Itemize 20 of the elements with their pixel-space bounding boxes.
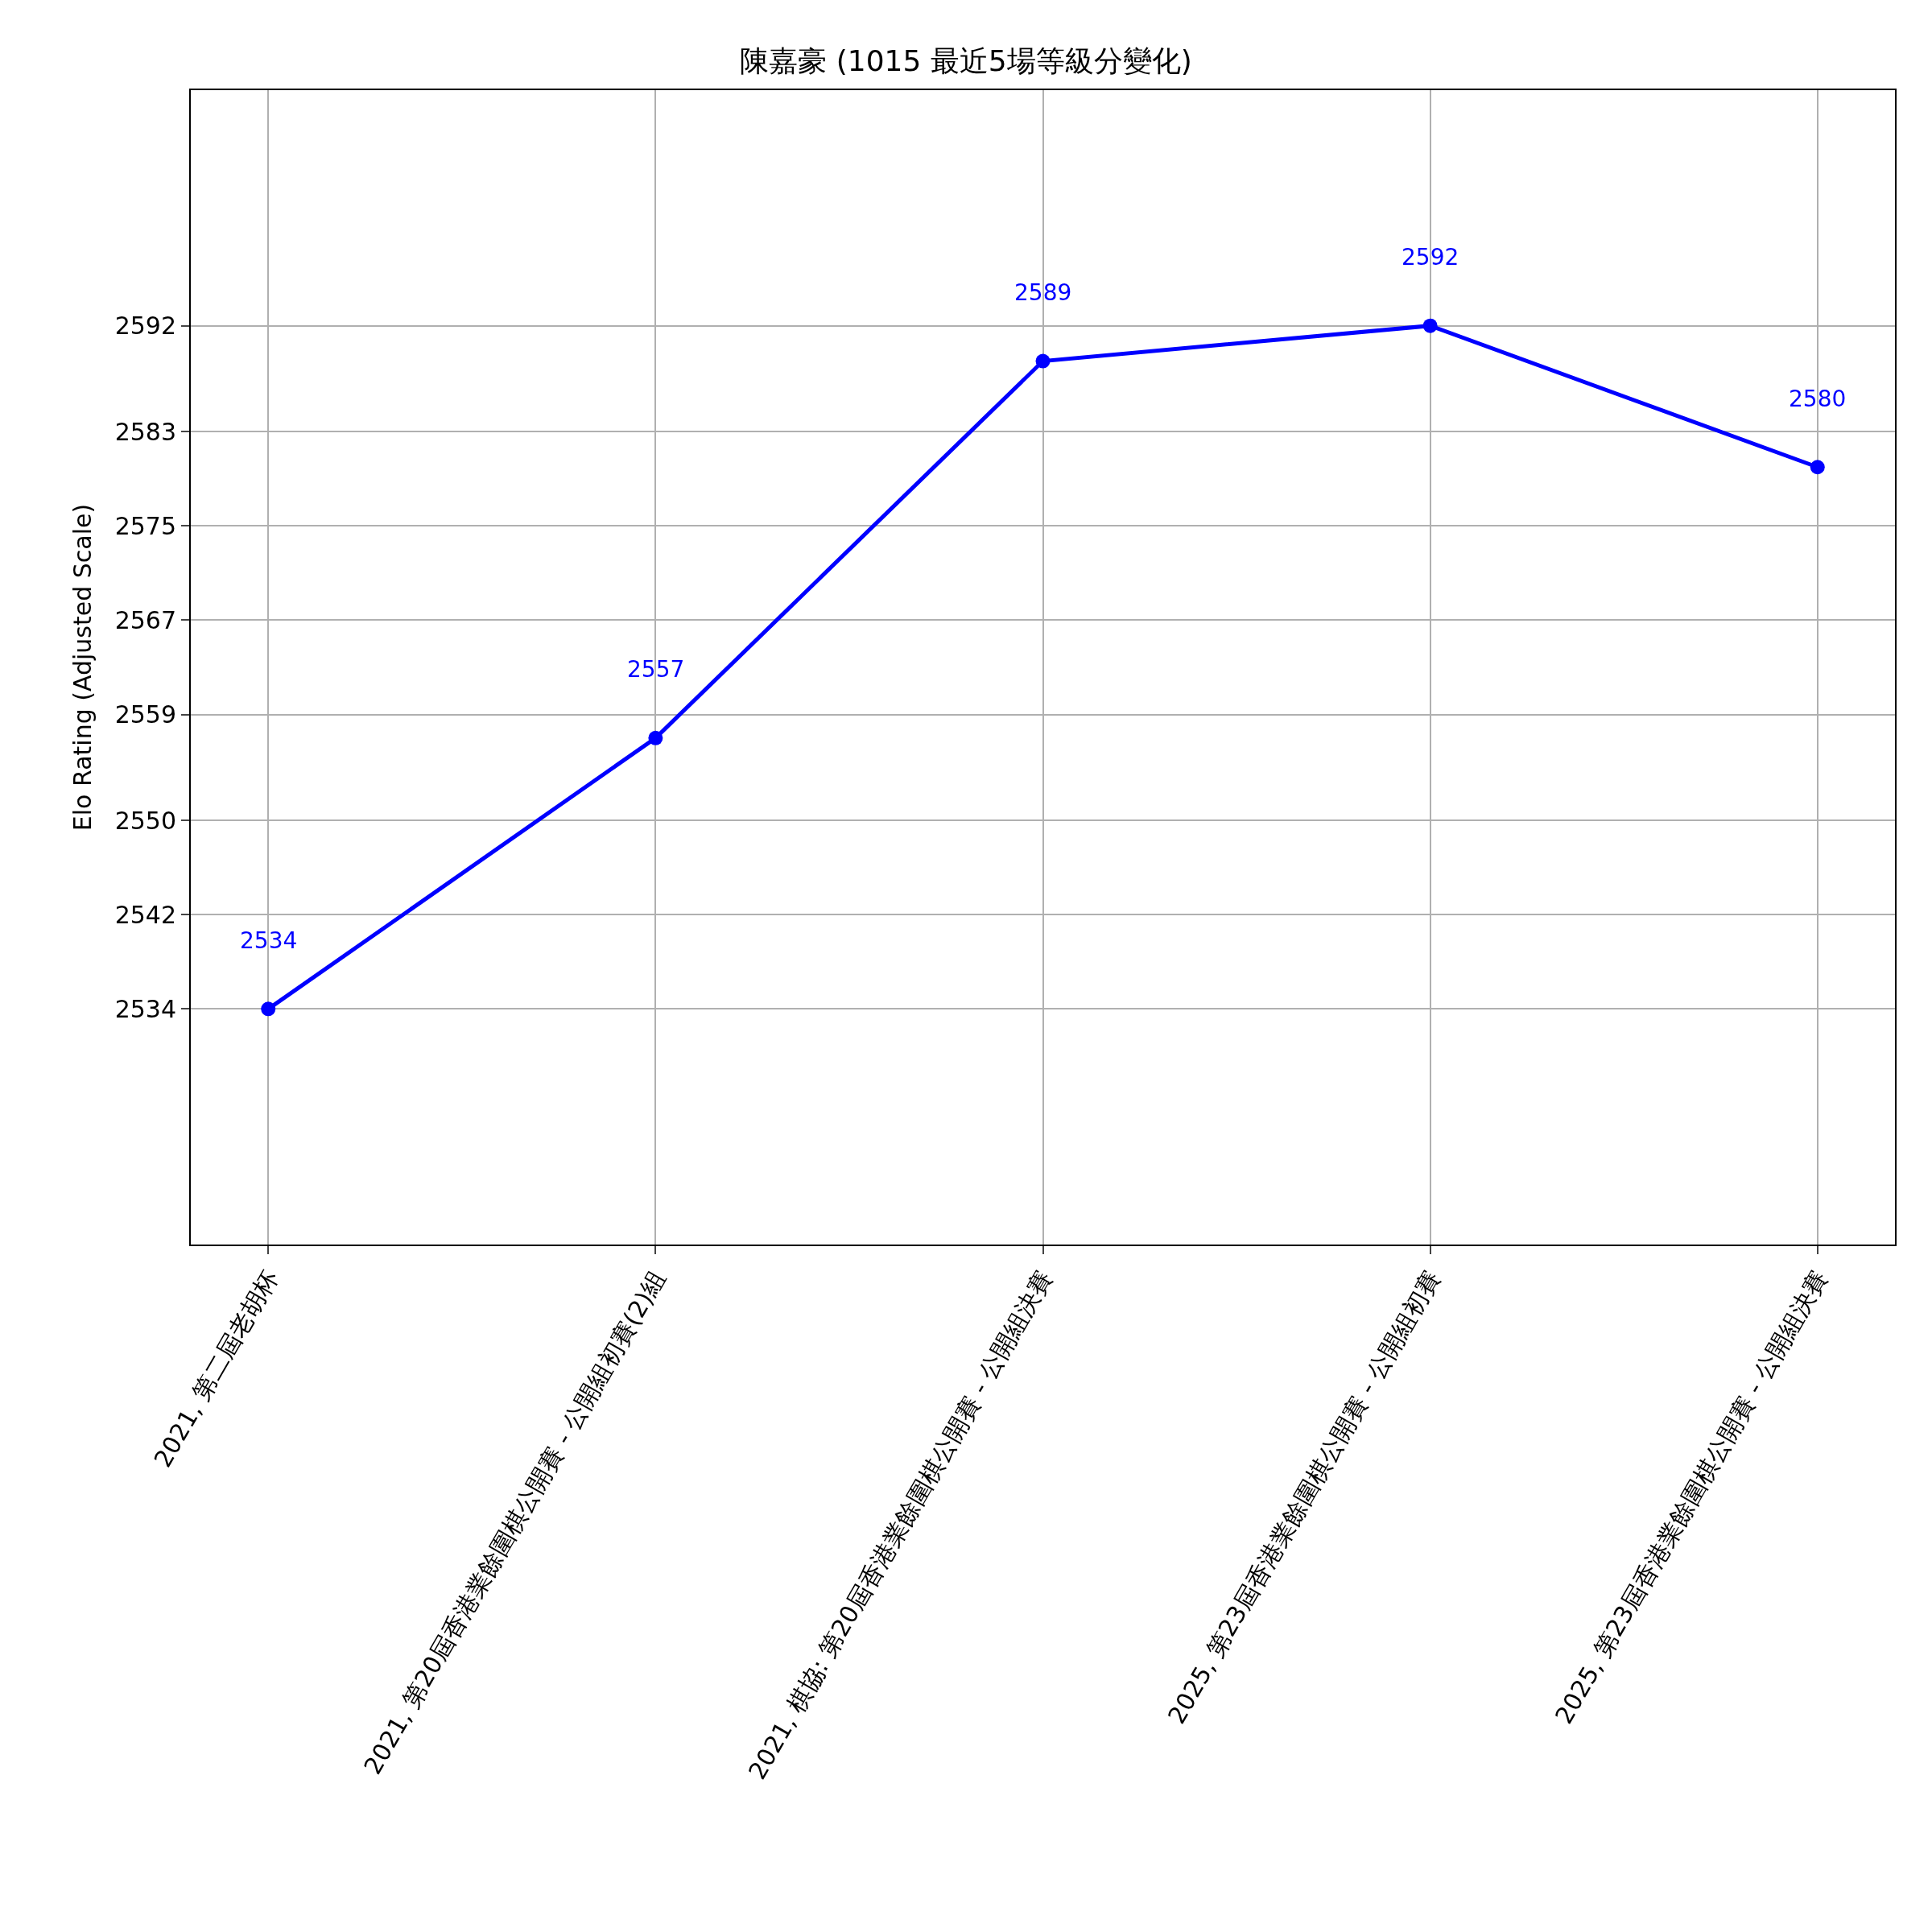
y-tick-label: 2542 (114, 900, 176, 929)
point (1810, 460, 1825, 475)
y-tick-label: 2575 (114, 511, 176, 540)
point (261, 1001, 276, 1017)
data-label: 2580 (1789, 386, 1847, 412)
point (648, 730, 663, 745)
y-axis-title: Elo Rating (Adjusted Scale) (68, 503, 97, 832)
point (1422, 318, 1438, 333)
chart-title: 陳嘉豪 (1015 最近5場等級分變化) (740, 43, 1192, 77)
data-label: 2592 (1402, 244, 1459, 270)
y-tick-label: 2550 (114, 806, 176, 835)
y-tick-label: 2534 (114, 994, 176, 1023)
point (1035, 353, 1051, 369)
y-tick-label: 2592 (114, 312, 176, 341)
y-tick-label: 2559 (114, 700, 176, 729)
data-label: 2589 (1014, 279, 1072, 306)
y-tick-label: 2567 (114, 605, 176, 634)
data-label: 2557 (627, 656, 685, 683)
y-tick-label: 2583 (114, 417, 176, 446)
data-label: 2534 (240, 927, 298, 954)
